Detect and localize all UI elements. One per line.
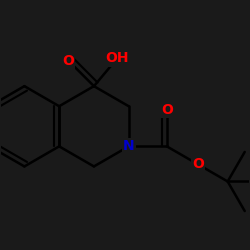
- Text: O: O: [161, 103, 173, 117]
- Text: O: O: [192, 158, 204, 172]
- Text: OH: OH: [106, 52, 129, 66]
- Text: O: O: [62, 54, 74, 68]
- Text: N: N: [123, 139, 134, 153]
